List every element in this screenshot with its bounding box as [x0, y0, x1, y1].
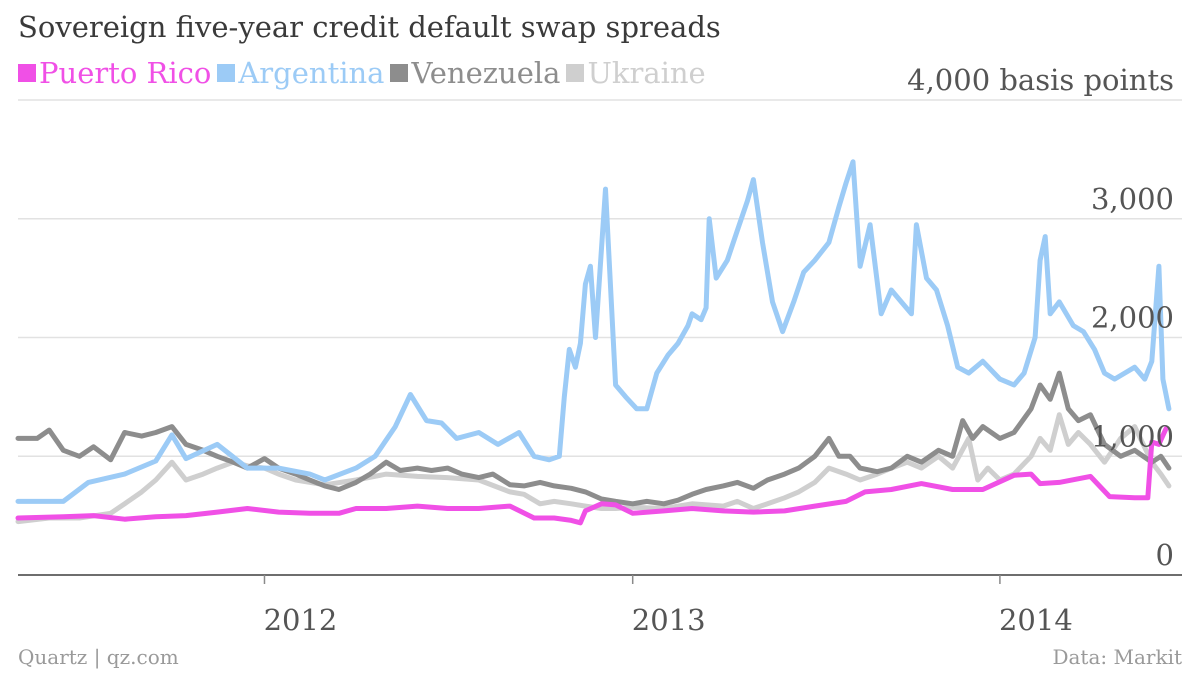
series-line-venezuela	[15, 370, 1172, 507]
series-lines	[15, 159, 1172, 526]
legend-label-venezuela: Venezuela	[411, 56, 561, 90]
y-tick-label-4000: 4,000 basis points	[907, 63, 1174, 97]
legend-item-ukraine: Ukraine	[566, 56, 706, 90]
y-tick-label-1000: 1,000	[1091, 419, 1174, 453]
legend-label-ukraine: Ukraine	[587, 56, 706, 90]
legend-label-puerto-rico: Puerto Rico	[39, 56, 212, 90]
x-tick-label-2012: 2012	[264, 603, 338, 637]
legend-item-venezuela: Venezuela	[390, 56, 560, 90]
legend-swatch-argentina	[217, 64, 236, 82]
series-line-argentina	[15, 159, 1172, 504]
legend-label-argentina: Argentina	[238, 56, 385, 90]
y-axis-labels: 0 1,000 2,000 3,000 4,000 basis points	[907, 63, 1174, 572]
x-tick-label-2013: 2013	[632, 603, 706, 637]
x-axis: 2012 2013 2014	[264, 575, 1073, 637]
legend-swatch-ukraine	[566, 64, 585, 82]
legend-item-puerto-rico: Puerto Rico	[18, 56, 211, 90]
y-tick-label-2000: 2,000	[1091, 301, 1174, 335]
series-line-puerto-rico	[15, 426, 1169, 526]
legend: Puerto Rico Argentina Venezuela Ukraine	[18, 56, 706, 90]
chart-title: Sovereign five-year credit default swap …	[18, 10, 721, 44]
footer-source: Data: Markit	[1052, 645, 1182, 669]
legend-swatch-puerto-rico	[18, 64, 36, 82]
footer-credit: Quartz | qz.com	[18, 645, 179, 669]
legend-swatch-venezuela	[390, 64, 409, 82]
x-tick-label-2014: 2014	[999, 603, 1073, 637]
y-tick-label-0: 0	[1156, 538, 1174, 572]
legend-item-argentina: Argentina	[217, 56, 384, 90]
y-tick-label-3000: 3,000	[1091, 182, 1174, 216]
